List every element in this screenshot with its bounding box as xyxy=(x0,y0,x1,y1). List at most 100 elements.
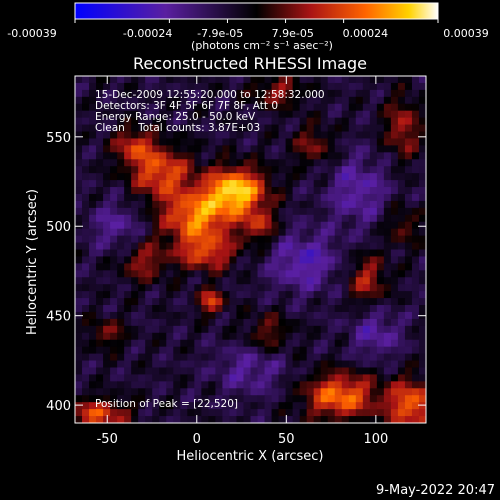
heatmap-cell xyxy=(89,409,97,417)
heatmap-cell xyxy=(89,311,97,320)
heatmap-cell xyxy=(138,173,146,181)
heatmap-cell xyxy=(159,346,167,355)
heatmap-cell xyxy=(411,305,420,313)
heatmap-cell xyxy=(124,103,132,112)
heatmap-cell xyxy=(383,76,392,84)
heatmap-cell xyxy=(320,242,329,251)
heatmap-cell xyxy=(194,305,202,313)
heatmap-cell xyxy=(369,96,378,105)
heatmap-cell xyxy=(341,145,350,153)
heatmap-cell xyxy=(348,402,357,410)
heatmap-cell xyxy=(201,145,209,153)
heatmap-cell xyxy=(313,395,322,403)
heatmap-cell xyxy=(313,221,322,230)
heatmap-cell xyxy=(320,214,329,223)
heatmap-cell xyxy=(236,173,245,181)
heatmap-cell xyxy=(257,325,266,334)
heatmap-cell xyxy=(264,360,273,369)
heatmap-cell xyxy=(390,318,399,327)
heatmap-cell xyxy=(250,166,259,174)
heatmap-cell xyxy=(75,138,83,146)
heatmap-cell xyxy=(145,145,153,153)
heatmap-cell xyxy=(383,242,392,251)
heatmap-cell xyxy=(124,360,132,369)
heatmap-cell xyxy=(229,214,238,223)
heatmap-cell xyxy=(313,76,322,84)
heatmap-cell xyxy=(110,311,118,320)
heatmap-cell xyxy=(411,339,420,348)
heatmap-cell xyxy=(397,145,406,153)
heatmap-cell xyxy=(285,305,294,313)
heatmap-cell xyxy=(327,187,336,195)
heatmap-cell xyxy=(82,214,90,223)
heatmap-cell xyxy=(187,270,195,278)
heatmap-cell xyxy=(285,360,294,369)
heatmap-cell xyxy=(397,409,406,417)
heatmap-cell xyxy=(89,76,97,84)
heatmap-cell xyxy=(292,395,301,403)
heatmap-cell xyxy=(369,131,378,140)
heatmap-cell xyxy=(285,228,294,237)
heatmap-cell xyxy=(411,103,420,112)
heatmap-cell xyxy=(124,305,132,313)
heatmap-cell xyxy=(215,89,224,98)
heatmap-cell xyxy=(327,249,336,258)
heatmap-cell xyxy=(166,249,174,258)
heatmap-cell xyxy=(89,374,97,382)
heatmap-cell xyxy=(124,263,132,271)
heatmap-cell xyxy=(285,353,294,362)
heatmap-cell xyxy=(103,284,111,292)
heatmap-cell xyxy=(348,124,357,133)
heatmap-cell xyxy=(103,103,111,112)
heatmap-cell xyxy=(138,180,146,188)
heatmap-cell xyxy=(173,291,181,299)
heatmap-cell xyxy=(376,145,385,153)
heatmap-cell xyxy=(271,193,280,202)
heatmap-cell xyxy=(117,416,125,423)
heatmap-cell xyxy=(257,270,266,278)
heatmap-cell xyxy=(299,76,308,84)
heatmap-cell xyxy=(89,332,97,341)
heatmap-cell xyxy=(383,325,392,334)
heatmap-cell xyxy=(327,173,336,181)
heatmap-cell xyxy=(103,131,111,140)
heatmap-cell xyxy=(418,409,426,417)
heatmap-cell xyxy=(250,346,259,355)
heatmap-cell xyxy=(145,214,153,223)
heatmap-cell xyxy=(187,214,195,223)
heatmap-cell xyxy=(131,381,139,389)
heatmap-cell xyxy=(306,263,315,271)
heatmap-cell xyxy=(271,173,280,181)
heatmap-cell xyxy=(285,318,294,327)
heatmap-cell xyxy=(96,388,104,396)
heatmap-cell xyxy=(124,249,132,258)
heatmap-cell xyxy=(138,318,146,327)
heatmap-cell xyxy=(271,249,280,258)
heatmap-cell xyxy=(96,339,104,348)
heatmap-cell xyxy=(271,96,280,105)
heatmap-cell xyxy=(89,298,97,306)
heatmap-cell xyxy=(320,89,329,98)
heatmap-cell xyxy=(124,214,132,223)
heatmap-cell xyxy=(201,346,209,355)
heatmap-cell xyxy=(362,388,371,396)
heatmap-cell xyxy=(362,242,371,251)
heatmap-cell xyxy=(264,235,273,244)
heatmap-cell xyxy=(208,284,216,292)
heatmap-cell xyxy=(327,263,336,271)
heatmap-cell xyxy=(348,270,357,278)
heatmap-cell xyxy=(75,291,83,299)
heatmap-cell xyxy=(194,103,202,112)
heatmap-cell xyxy=(271,159,280,167)
heatmap-cell xyxy=(390,131,399,140)
heatmap-cell xyxy=(229,416,238,423)
heatmap-cell xyxy=(348,138,357,146)
heatmap-cell xyxy=(75,395,83,403)
heatmap-cell xyxy=(152,381,160,389)
heatmap-cell xyxy=(250,82,259,91)
heatmap-cell xyxy=(397,367,406,376)
heatmap-cell xyxy=(159,117,167,126)
heatmap-cell xyxy=(376,89,385,98)
heatmap-cell xyxy=(96,138,104,146)
heatmap-cell xyxy=(355,291,364,299)
